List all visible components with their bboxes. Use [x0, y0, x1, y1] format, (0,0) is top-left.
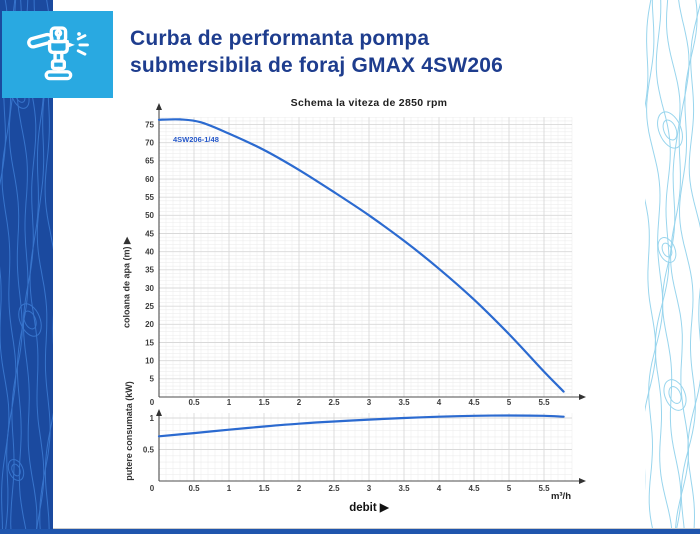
- y-axis-arrow-icon: [156, 409, 162, 416]
- grid-major: [158, 117, 572, 398]
- x-tick-label: 1: [227, 398, 232, 407]
- y-tick-label: 70: [145, 139, 154, 148]
- axes: [158, 109, 579, 398]
- y-tick-label: 45: [145, 229, 154, 238]
- y-tick-label: 40: [145, 248, 154, 257]
- page-title-line1: Curba de performanta pompa: [130, 27, 430, 50]
- y-axis-arrow-icon: [156, 103, 162, 110]
- topo-pattern-right-icon: [645, 0, 700, 534]
- power-curve: [157, 414, 565, 438]
- y-tick-label: 65: [145, 157, 154, 166]
- chart-title: Schema la viteza de 2850 rpm: [291, 97, 448, 109]
- y-tick-label: 50: [145, 211, 154, 220]
- page-title-line2: submersibila de foraj GMAX 4SW206: [130, 53, 504, 77]
- x-tick-label: 4: [437, 398, 442, 407]
- hq-chart: 0 0.5 1 1.5 2 2.5 3 3.5 4 4.5 5 5.5 5 10 15 20 25 30 35 40 4…: [145, 97, 586, 407]
- x-tick-label: 0.5: [188, 484, 200, 493]
- contour-lines: [645, 0, 700, 534]
- y-tick-label: 25: [145, 302, 154, 311]
- topo-strip-right: [645, 0, 700, 534]
- x-axis-arrow-icon: [579, 394, 586, 400]
- y-tick-label: 30: [145, 284, 154, 293]
- x-tick-label: 2.5: [328, 398, 340, 407]
- x-tick-label: 4.5: [468, 484, 480, 493]
- x-axis-unit: m³/h: [551, 491, 571, 502]
- y-tick-label: 15: [145, 338, 154, 347]
- x-tick-label: 4: [437, 484, 442, 493]
- x-tick-label: 1: [227, 484, 232, 493]
- x-tick-label: 3.5: [398, 398, 410, 407]
- x-axis-title: debit ▶: [349, 502, 390, 514]
- bottom-hairline: [53, 528, 700, 529]
- bottom-accent-bar: [0, 529, 700, 534]
- page-title: Curba de performanta pompa submersibila …: [130, 26, 608, 79]
- y-tick-label: 5: [150, 375, 155, 384]
- x-tick-label: 4.5: [468, 398, 480, 407]
- axes: [158, 415, 579, 482]
- x-tick-label: 2: [297, 398, 302, 407]
- grid-major: [158, 412, 572, 482]
- x-tick-label: 3: [367, 398, 372, 407]
- x-tick-label: 3.5: [398, 484, 410, 493]
- power-chart: 0 0.5 1 1.5 2 2.5 3 3.5 4 4.5 5 5.5 0.5 1 debit ▶ m³/h: [143, 409, 586, 514]
- grid-minor: [159, 412, 573, 481]
- x-tick-label: 5.5: [538, 484, 550, 493]
- tick-labels: 0 0.5 1 1.5 2 2.5 3 3.5 4 4.5 5 5.5 0.5 1: [143, 414, 550, 493]
- x-tick-label: 3: [367, 484, 372, 493]
- x-tick-label: 0: [150, 484, 155, 493]
- y-tick-label: 60: [145, 175, 154, 184]
- grid-minor: [159, 116, 573, 397]
- hq-curve: [157, 118, 565, 393]
- x-tick-label: 2.5: [328, 484, 340, 493]
- y-tick-label: 20: [145, 320, 154, 329]
- x-tick-label: 1.5: [258, 398, 270, 407]
- y-tick-label: 75: [145, 120, 154, 129]
- x-tick-label: 2: [297, 484, 302, 493]
- x-tick-label: 0: [150, 398, 155, 407]
- logo-icon-box: [2, 11, 113, 98]
- y-tick-label: 10: [145, 357, 154, 366]
- tick-labels: 0 0.5 1 1.5 2 2.5 3 3.5 4 4.5 5 5.5 5 10 15 20 25 30 35 40 4…: [145, 120, 550, 407]
- y-tick-label: 35: [145, 266, 154, 275]
- sprinkler-icon: [26, 25, 89, 80]
- x-tick-label: 1.5: [258, 484, 270, 493]
- x-tick-label: 5.5: [538, 398, 550, 407]
- y-tick-label: 55: [145, 193, 154, 202]
- x-axis-arrow-icon: [579, 478, 586, 484]
- y-tick-label: 0.5: [143, 445, 155, 454]
- x-tick-label: 5: [507, 484, 512, 493]
- x-tick-label: 5: [507, 398, 512, 407]
- series-label: 4SW206-1/48: [173, 135, 219, 144]
- x-tick-label: 0.5: [188, 398, 200, 407]
- y-tick-label: 1: [150, 414, 155, 423]
